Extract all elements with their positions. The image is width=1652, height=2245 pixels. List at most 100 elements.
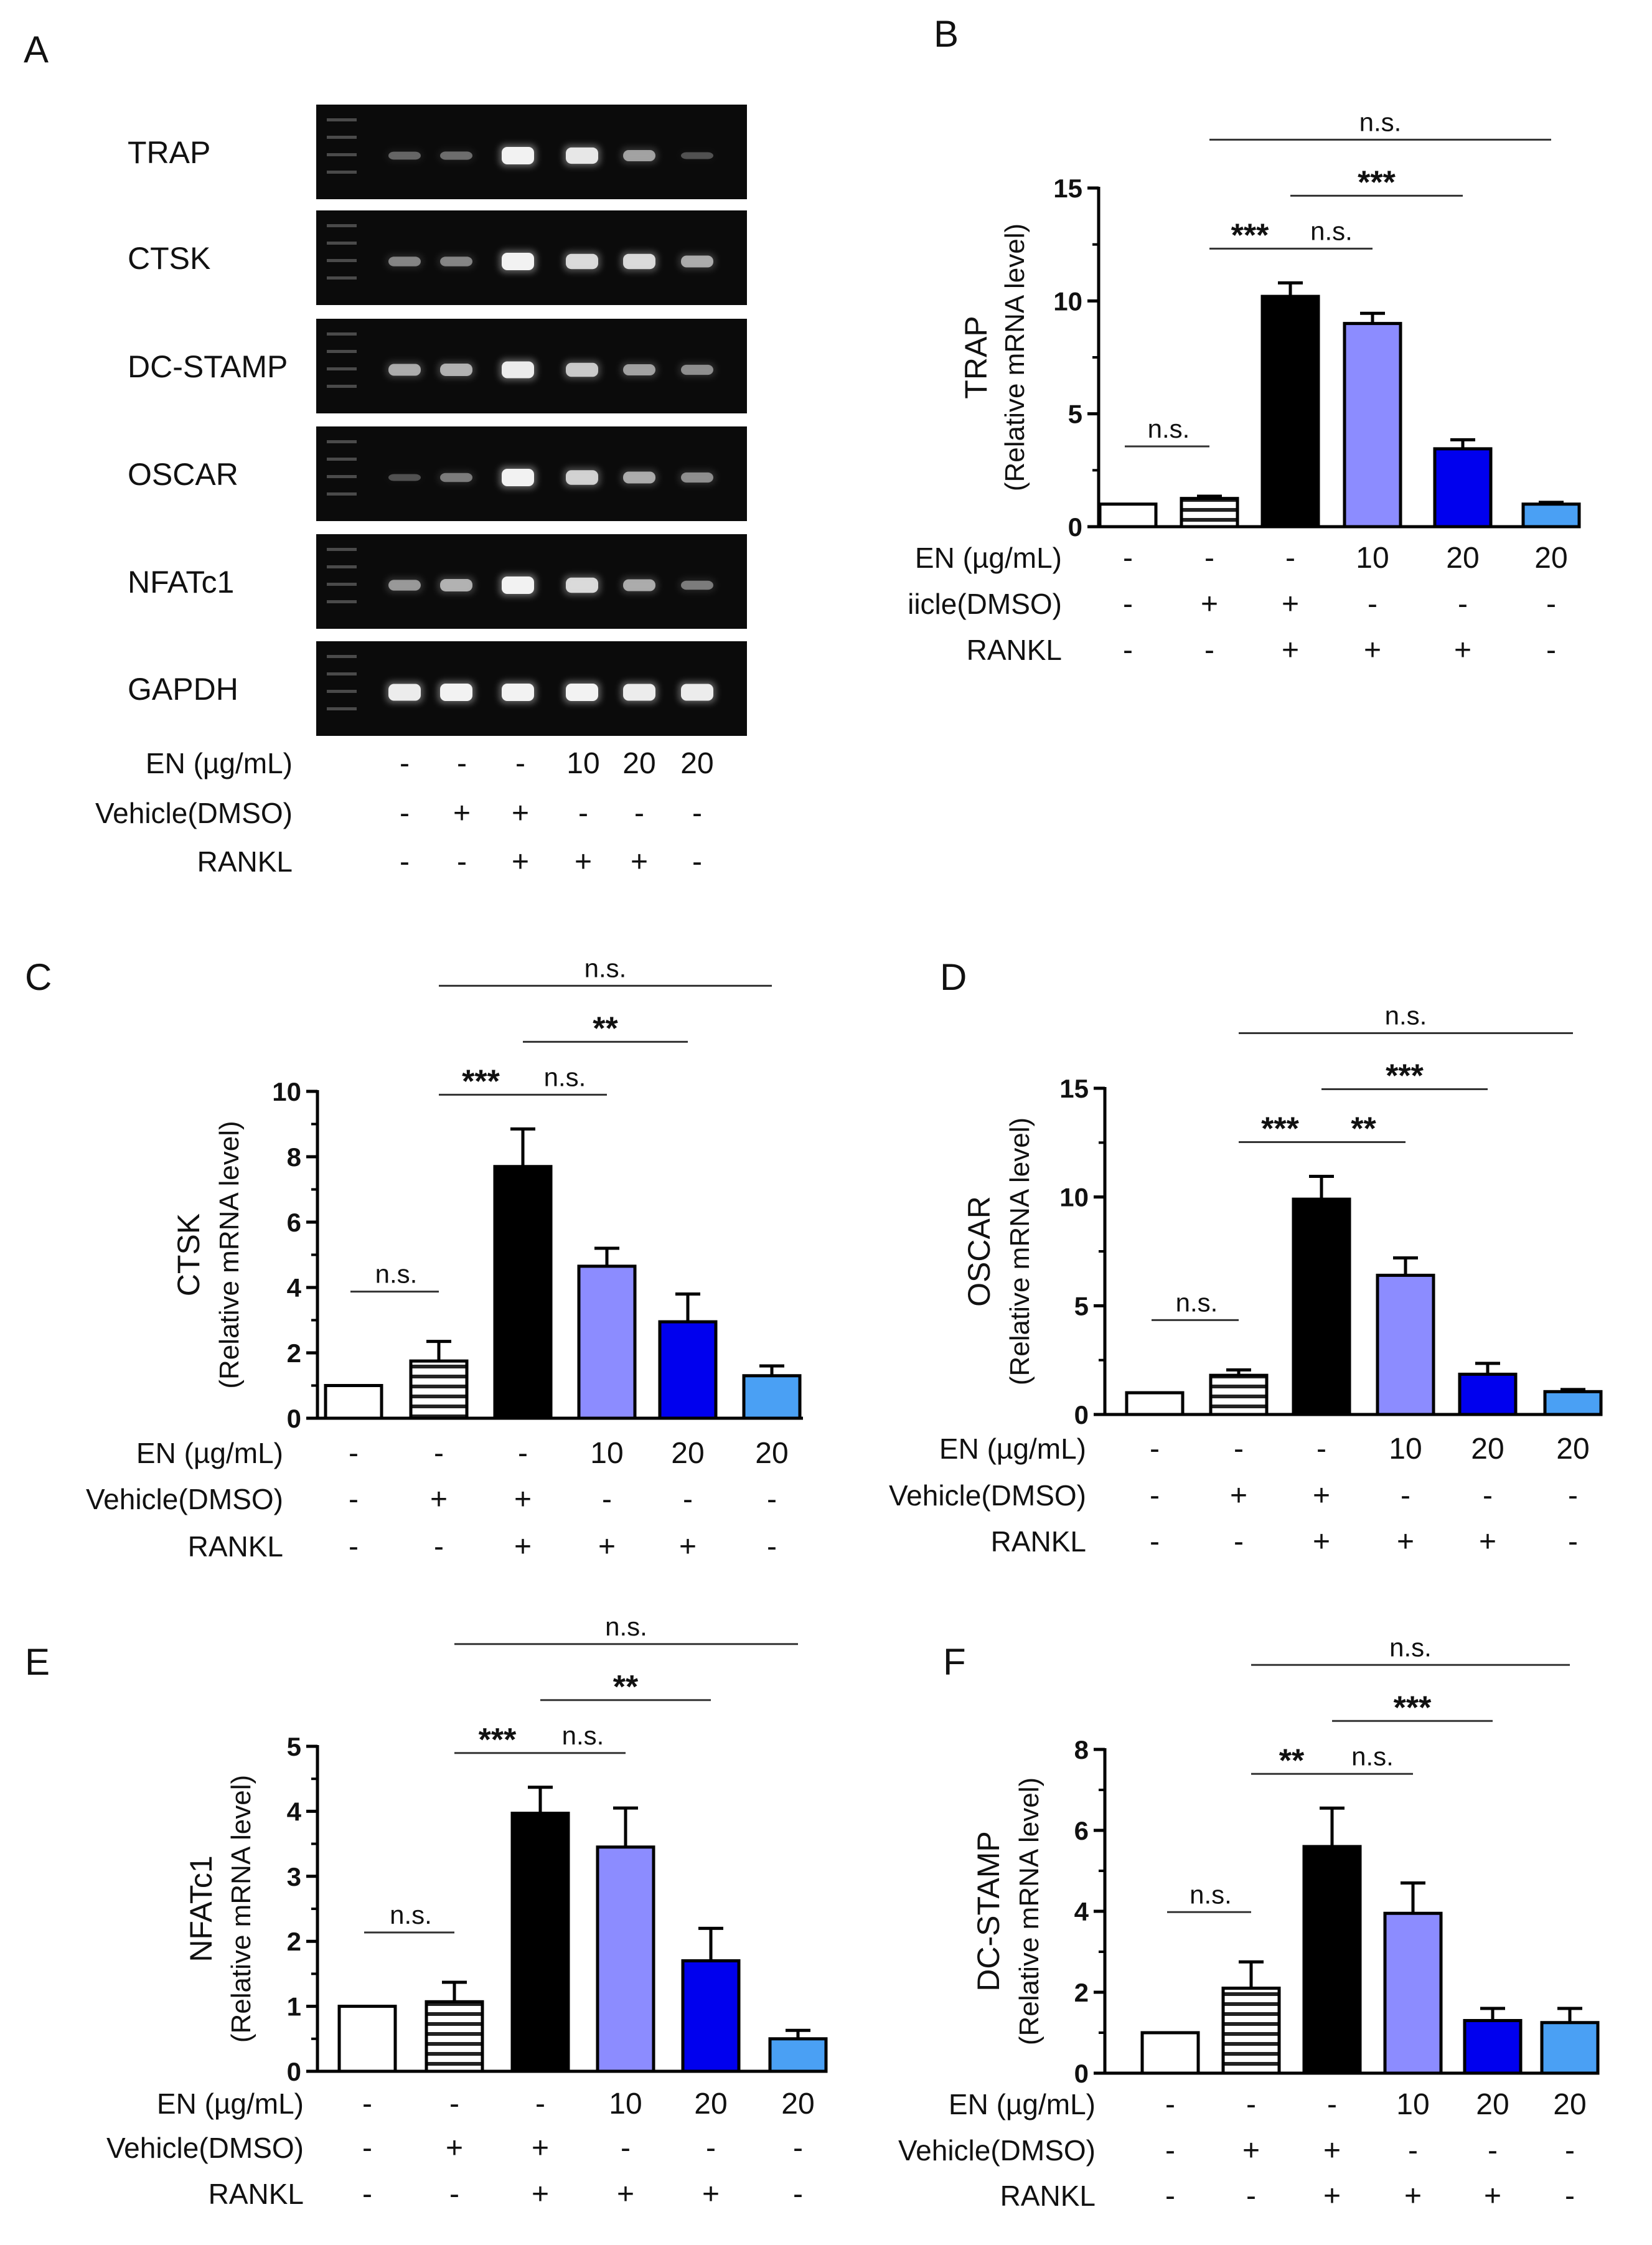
chart-f-y-tick-label: 8	[1074, 1735, 1089, 1764]
chart-e-cond-value: +	[446, 2132, 463, 2165]
ladder-mark	[327, 440, 357, 443]
gel-row-oscar: OSCAR	[128, 426, 747, 521]
gel-band	[681, 364, 713, 375]
chart-f-cond-value: 20	[1553, 2088, 1586, 2121]
gel-cond-value: 20	[680, 747, 713, 780]
ladder-mark	[327, 224, 357, 227]
chart-f-sig-label: **	[1279, 1743, 1305, 1779]
gel-band	[502, 361, 534, 379]
ladder-mark	[327, 458, 357, 461]
band-glow	[438, 254, 475, 269]
chart-e-sig-label: n.s.	[562, 1721, 604, 1750]
chart-e-cond-value: -	[449, 2087, 459, 2120]
chart-e-y-tick-label: 5	[287, 1732, 301, 1761]
chart-c-cond-label-vehicle-dmso: Vehicle(DMSO)	[86, 1483, 283, 1515]
chart-d-cond-value: +	[1230, 1479, 1247, 1512]
gel-band	[681, 684, 713, 701]
chart-b-cond-value: -	[1285, 542, 1295, 575]
chart-b-bar-2	[1180, 497, 1239, 529]
chart-e-y-sublabel: (Relative mRNA level)	[226, 1775, 256, 2043]
ladder-mark	[327, 136, 357, 139]
chart-c-y-tick-label: 4	[287, 1273, 302, 1302]
chart-f-cond-value: 20	[1476, 2088, 1509, 2121]
chart-b-y-tick-label: 0	[1068, 512, 1082, 542]
chart-e-cond-label-en-g-ml: EN (µg/mL)	[157, 2087, 304, 2120]
chart-e-cond-value: -	[793, 2178, 803, 2211]
chart-d-cond-value: -	[1401, 1479, 1410, 1512]
gel-cond-value: -	[578, 797, 588, 830]
chart-f-sig-label: n.s.	[1190, 1880, 1232, 1909]
band-glow	[386, 254, 423, 269]
gel-row-trap: TRAP	[128, 105, 747, 199]
chart-c-condition-table: EN (µg/mL) - - - 10 20 20 Vehicle(DMSO) - + + - - - RA…	[86, 1437, 789, 1563]
gel-label-oscar: OSCAR	[128, 457, 238, 492]
chart-e: E 0 1 2 3 4 5 NFATc1 (Relative mRNA level) n.s. **…	[25, 1612, 828, 2211]
chart-e-cond-label-vehicle-dmso: Vehicle(DMSO)	[106, 2132, 304, 2164]
gel-band	[502, 253, 534, 270]
chart-c-cond-value: -	[767, 1530, 777, 1563]
chart-f-bar-1	[1140, 2031, 1200, 2075]
chart-e-bar-5	[681, 1959, 741, 2073]
chart-f-y-tick-label: 0	[1074, 2059, 1089, 2088]
chart-d-cond-value: +	[1313, 1479, 1330, 1512]
chart-f-cond-value: -	[1165, 2088, 1175, 2121]
chart-e-cond-value: -	[362, 2087, 372, 2120]
gel-band	[566, 470, 598, 485]
chart-b-y-tick-label: 15	[1053, 174, 1082, 203]
chart-b-bar-4	[1343, 322, 1402, 529]
chart-d-y-tick-label: 5	[1074, 1291, 1089, 1320]
gel-cond-value: -	[457, 747, 467, 780]
chart-f-cond-value: +	[1323, 2180, 1341, 2213]
gel-band	[623, 253, 655, 270]
chart-c-sig-label: **	[593, 1010, 618, 1047]
gel-band	[566, 577, 598, 593]
chart-d-cond-value: +	[1397, 1525, 1414, 1558]
gel-label-ctsk: CTSK	[128, 241, 210, 276]
chart-e-y-tick-label: 4	[287, 1797, 302, 1826]
chart-f-bar-4	[1383, 1911, 1443, 2075]
gel-cond-value: -	[400, 797, 410, 830]
chart-f-y-sublabel: (Relative mRNA level)	[1014, 1777, 1044, 2045]
chart-e-cond-value: -	[535, 2087, 545, 2120]
gel-cond-value: -	[634, 797, 644, 830]
chart-d-cond-value: 20	[1556, 1433, 1589, 1466]
chart-d-sig-label: n.s.	[1176, 1287, 1218, 1317]
chart-b-cond-value: -	[1204, 634, 1214, 667]
chart-c-y-label: CTSK	[171, 1213, 206, 1296]
chart-f-cond-label-en-g-ml: EN (µg/mL)	[949, 2088, 1096, 2120]
gel-cond-label-rankl: RANKL	[197, 845, 293, 878]
chart-f-cond-value: -	[1246, 2180, 1256, 2213]
ladder-mark	[327, 332, 357, 336]
chart-e-y-tick-label: 3	[287, 1862, 301, 1891]
gel-cond-value: -	[400, 747, 410, 780]
chart-b-bar-5	[1433, 447, 1493, 529]
chart-d-y-tick-label: 15	[1059, 1074, 1089, 1103]
chart-e-y-tick-label: 0	[287, 2057, 301, 2086]
gel-band	[440, 684, 472, 701]
chart-f-cond-value: -	[1246, 2088, 1256, 2121]
chart-c-cond-label-rankl: RANKL	[188, 1530, 283, 1563]
chart-f-y-label: DC-STAMP	[971, 1831, 1006, 1991]
chart-c-cond-value: 20	[671, 1437, 704, 1470]
ladder-mark	[327, 492, 357, 496]
chart-b-cond-value: -	[1123, 542, 1133, 575]
chart-e-bar-1	[337, 2005, 397, 2073]
chart-e-cond-value: -	[362, 2178, 372, 2211]
chart-d-cond-value: -	[1568, 1525, 1578, 1558]
chart-e-bar-4	[596, 1845, 655, 2073]
chart-c-bar-6	[742, 1374, 802, 1420]
chart-d-cond-value: 20	[1471, 1433, 1504, 1466]
gel-row-dc-stamp: DC-STAMP	[128, 319, 747, 413]
gel-label-nfatc1: NFATc1	[128, 565, 234, 600]
chart-c-cond-value: +	[514, 1530, 532, 1563]
chart-d-bar-1	[1125, 1391, 1185, 1416]
chart-b-cond-value: +	[1201, 588, 1218, 621]
chart-d-cond-label-en-g-ml: EN (µg/mL)	[939, 1433, 1086, 1465]
chart-c-cond-value: -	[602, 1483, 612, 1516]
chart-e-cond-value: 10	[609, 2087, 642, 2120]
chart-e-cond-value: 20	[781, 2087, 814, 2120]
chart-f-condition-table: EN (µg/mL) - - - 10 20 20 Vehicle(DMSO) - + + - - - RA…	[898, 2088, 1587, 2213]
